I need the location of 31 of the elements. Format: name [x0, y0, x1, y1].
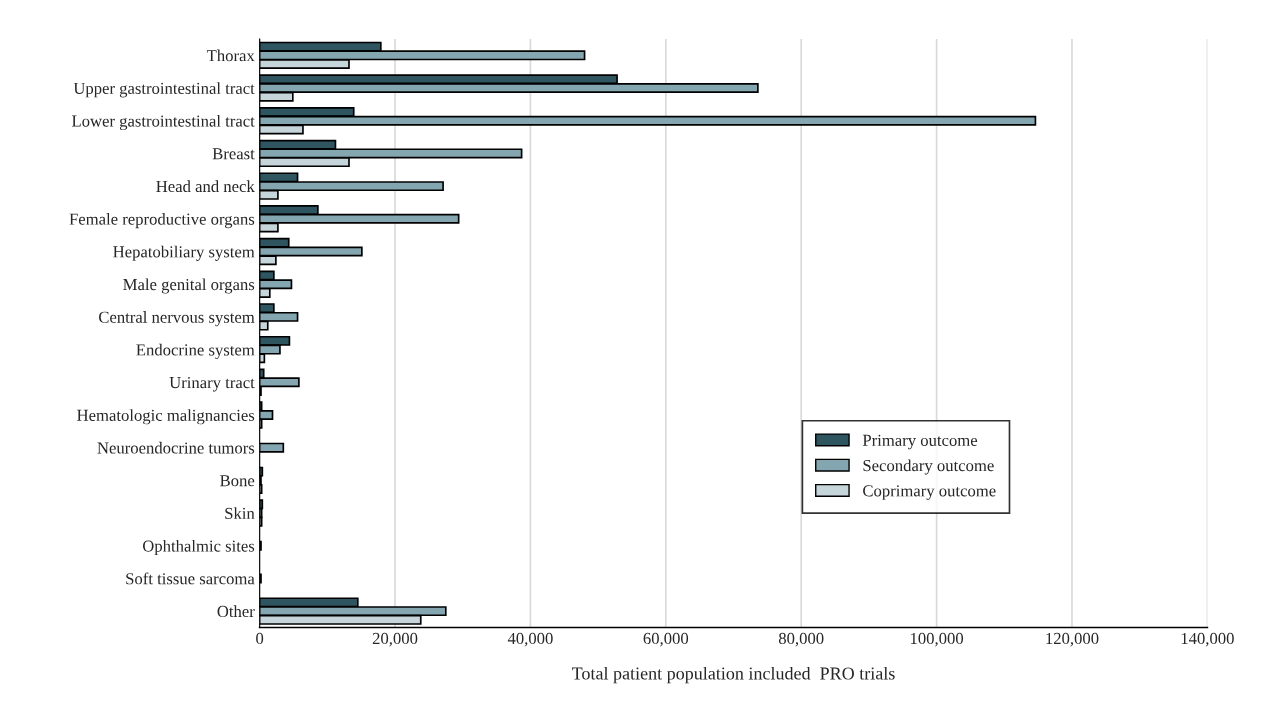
x-tick-label: 100,000 [910, 632, 964, 647]
x-tick-label: 120,000 [1046, 632, 1099, 647]
y-tick-label: Male genital organs [123, 278, 255, 294]
y-tick-label: Hematologic malignancies [77, 409, 255, 425]
y-tick-label: Breast [212, 148, 255, 160]
x-axis-title: Total patient population included PRO trials [571, 666, 895, 684]
y-tick-label: Lower gastrointestinal tract [71, 114, 255, 131]
legend-label: Coprimary outcome [863, 485, 996, 500]
y-tick-label: Central nervous system [99, 311, 255, 327]
y-tick-label: Other [217, 605, 255, 618]
x-tick-label: 20,000 [372, 632, 418, 647]
legend-label: Primary outcome [862, 434, 978, 450]
y-tick-label: Endocrine system [136, 343, 255, 359]
y-tick-label: Urinary tract [169, 376, 255, 392]
x-tick-label: 60,000 [643, 632, 689, 647]
y-tick-label: Upper gastrointestinal tract [73, 82, 255, 98]
y-tick-label: Skin [225, 507, 255, 519]
y-tick-label: Hepatobiliary system [113, 245, 255, 261]
y-tick-label: Head and neck [156, 180, 255, 193]
x-tick-label: 140,000 [1181, 632, 1234, 647]
y-tick-label: Neuroendocrine tumors [97, 441, 255, 454]
x-tick-label: 0 [256, 632, 264, 645]
bar [259, 442, 285, 453]
x-tick-label: 80,000 [778, 632, 824, 647]
y-tick-label: Soft tissue sarcoma [126, 572, 255, 585]
legend-label: Secondary outcome [863, 459, 994, 475]
y-tick-label: Ophthalmic sites [142, 539, 255, 556]
x-tick-label: 40,000 [507, 632, 553, 647]
y-tick-label: Female reproductive organs [69, 213, 255, 229]
y-tick-label: Thorax [206, 49, 255, 62]
y-tick-label: Bone [220, 475, 255, 487]
